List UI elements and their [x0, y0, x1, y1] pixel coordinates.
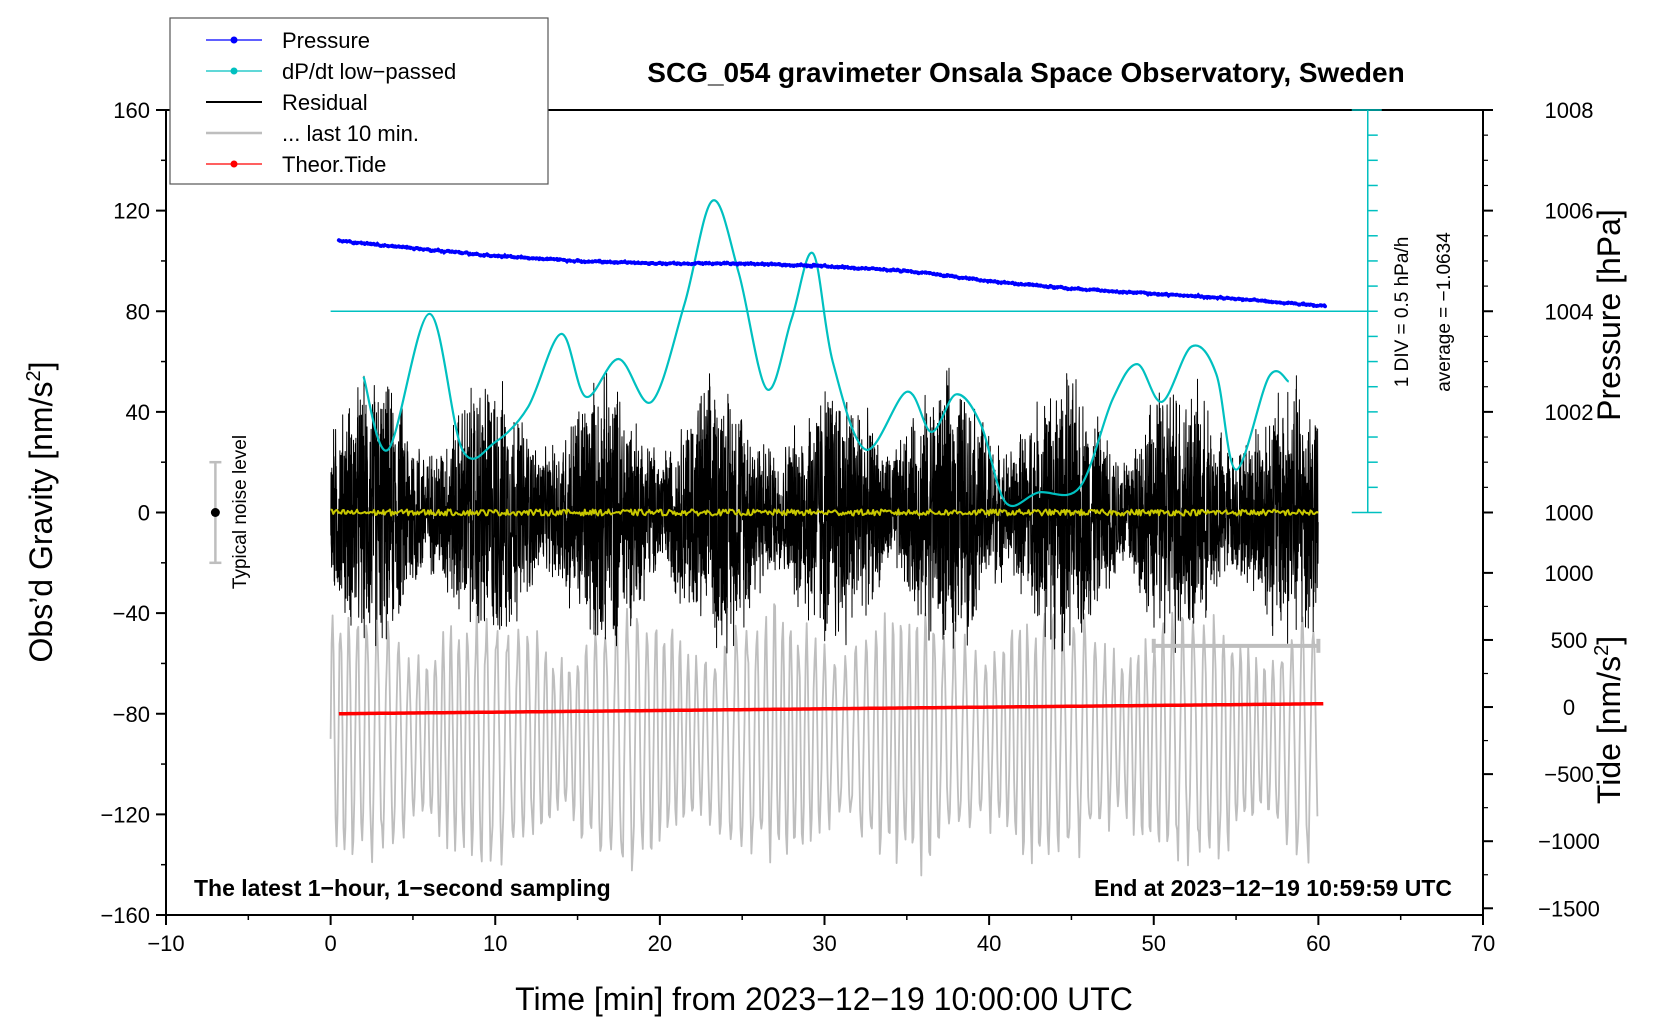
- y-tick-label: −80: [113, 702, 150, 727]
- pressure-tick-label: 1008: [1545, 98, 1594, 123]
- y-tick-label: −160: [100, 903, 150, 928]
- y-tick-label: 120: [113, 199, 150, 224]
- y-tick-label: 40: [126, 400, 150, 425]
- y-tick-label: −40: [113, 601, 150, 626]
- y-axis-title-pressure: Pressure [hPa]: [1591, 209, 1627, 421]
- pressure-tick-label: 1002: [1545, 400, 1594, 425]
- x-tick-label: 40: [977, 931, 1001, 956]
- legend-label: Theor.Tide: [282, 152, 386, 177]
- legend-label: ... last 10 min.: [282, 121, 419, 146]
- x-tick-label: 0: [325, 931, 337, 956]
- x-tick-label: 70: [1471, 931, 1495, 956]
- pressure-tick-label: 1006: [1545, 199, 1594, 224]
- legend-label: Pressure: [282, 28, 370, 53]
- legend-marker: [230, 67, 238, 75]
- series-theor-tide: [338, 701, 1324, 716]
- scale-bar-label: 1 DIV = 0.5 hPa/h: [1392, 237, 1413, 388]
- y-axis-title-gravity: Obs’d Gravity [nm/s2]: [23, 362, 59, 663]
- noise-level-label: Typical noise level: [230, 435, 251, 589]
- legend: Pressure dP/dt low−passed Residual ... last…: [169, 17, 549, 185]
- noise-level-dot: [210, 508, 220, 517]
- tide-tick-label: −1000: [1538, 829, 1600, 854]
- series-layer: [209, 109, 1382, 877]
- y-tick-label: 160: [113, 98, 150, 123]
- series-residual: [330, 367, 1319, 654]
- pressure-tick-label: 1004: [1545, 299, 1594, 324]
- y-axis-title-tide-tail: ]: [1591, 636, 1627, 645]
- chart-title: SCG_054 gravimeter Onsala Space Observat…: [647, 57, 1404, 88]
- x-tick-label: 30: [812, 931, 836, 956]
- tide-tick-label: 0: [1563, 695, 1575, 720]
- series-lowpassed-residual: [330, 508, 1319, 517]
- tide-tick-label: 1000: [1545, 561, 1594, 586]
- y-axis-title-tide-main: Tide [nm/s: [1591, 656, 1627, 804]
- series-last-10-min: [329, 603, 1319, 877]
- y-axis-title-tide-sup: 2: [1591, 645, 1613, 656]
- legend-marker: [230, 160, 238, 168]
- x-tick-label: 50: [1142, 931, 1166, 956]
- x-tick-label: 10: [483, 931, 507, 956]
- legend-marker: [230, 36, 238, 44]
- y-tick-label: −120: [100, 802, 150, 827]
- average-text: average = −1.0634: [1434, 232, 1455, 392]
- y-axis-title-tide: Tide [nm/s2]: [1591, 636, 1627, 804]
- tide-tick-label: −1500: [1538, 896, 1600, 921]
- legend-label: dP/dt low−passed: [282, 59, 456, 84]
- legend-label: Residual: [282, 90, 368, 115]
- axes: −10 0 10 20 30 40 50 60 70 −160 −120 −80 −40 0 40 80 120…: [100, 98, 1599, 956]
- footer-left: The latest 1−hour, 1−second sampling: [194, 875, 611, 901]
- footer-right: End at 2023−12−19 10:59:59 UTC: [1094, 875, 1452, 901]
- tide-tick-label: −500: [1544, 762, 1594, 787]
- y-tick-label: 80: [126, 299, 150, 324]
- series-pressure: [338, 238, 1328, 309]
- y-axis-title-gravity-main: Obs’d Gravity [nm/s: [23, 382, 59, 663]
- series-dpdt: [362, 199, 1290, 508]
- x-tick-label: 60: [1306, 931, 1330, 956]
- y-tick-label: 0: [138, 501, 150, 526]
- x-tick-label: 20: [648, 931, 672, 956]
- x-axis-title: Time [min] from 2023−12−19 10:00:00 UTC: [515, 981, 1133, 1017]
- series-pressure-dots: [336, 238, 1328, 310]
- y-axis-title-gravity-sup: 2: [23, 370, 45, 381]
- y-axis-title-gravity-tail: ]: [23, 362, 59, 371]
- tide-tick-label: 500: [1551, 628, 1588, 653]
- pressure-tick-label: 1000: [1545, 501, 1594, 526]
- x-tick-label: −10: [147, 931, 184, 956]
